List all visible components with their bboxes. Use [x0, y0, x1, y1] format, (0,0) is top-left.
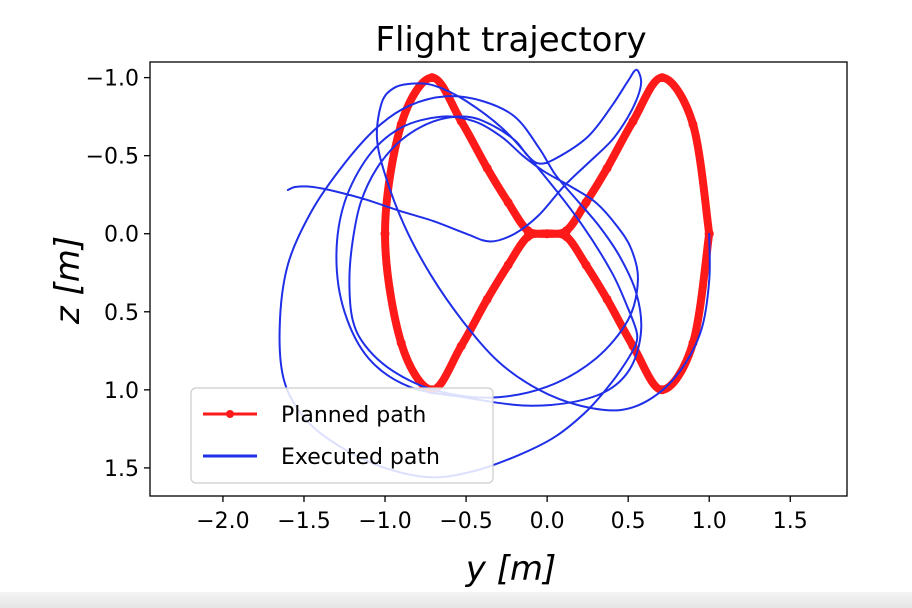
- planned-point-3: [657, 73, 667, 83]
- plot-frame: [149, 61, 848, 497]
- planned-point-19: [482, 163, 492, 173]
- planned-point-5: [602, 163, 612, 173]
- planned-point-24: [581, 260, 591, 270]
- planned-point-2: [688, 119, 698, 129]
- x-tick-label: −1.5: [277, 509, 330, 534]
- planned-point-6: [581, 198, 591, 207]
- y-tick-label: −0.5: [86, 145, 139, 170]
- planned-point-25: [602, 294, 612, 304]
- window-bottom-strip: [0, 592, 912, 608]
- x-tick-label: −0.5: [439, 509, 492, 534]
- planned-point-21: [523, 226, 533, 236]
- legend-planned-label: Planned path: [281, 403, 426, 428]
- planned-point-11: [482, 294, 492, 304]
- x-tick-label: 0.5: [611, 509, 646, 534]
- y-axis-label: z [m]: [48, 236, 88, 325]
- ticks-layer: −2.0 −1.5 −1.0 −0.5 0.0 0.5 1.0 1.5 −1.0 −0.5 0.0 0…: [86, 67, 808, 534]
- y-tick-label: −1.0: [86, 67, 139, 92]
- y-tick-label: 0.0: [104, 223, 139, 248]
- planned-point-10: [503, 260, 513, 270]
- planned-point-12: [456, 341, 466, 351]
- planned-point-14: [396, 338, 406, 348]
- x-tick-label: 1.0: [692, 509, 727, 534]
- planned-point-23: [562, 232, 572, 242]
- series-layer: [278, 68, 714, 479]
- planned-point-7: [562, 226, 572, 236]
- y-tick-label: 1.5: [104, 457, 139, 482]
- chart-title: Flight trajectory: [375, 20, 646, 60]
- y-tick-label: 0.5: [104, 301, 139, 326]
- x-tick-label: −1.0: [358, 509, 411, 534]
- x-axis-label: y [m]: [465, 549, 557, 589]
- legend-planned-marker: [226, 410, 234, 418]
- legend-executed-label: Executed path: [281, 445, 440, 470]
- legend: Planned path Executed path: [190, 387, 494, 484]
- x-tick-label: −2.0: [196, 509, 249, 534]
- legend-box: [190, 387, 494, 484]
- planned-point-15: [380, 229, 390, 239]
- x-tick-label: 1.5: [773, 509, 808, 534]
- planned-point-22: [542, 229, 552, 239]
- planned-point-9: [523, 232, 533, 242]
- planned-point-20: [503, 198, 513, 207]
- planned-point-17: [427, 73, 437, 83]
- y-tick-label: 1.0: [104, 379, 139, 404]
- x-tick-label: 0.0: [530, 509, 565, 534]
- planned-point-4: [628, 116, 638, 126]
